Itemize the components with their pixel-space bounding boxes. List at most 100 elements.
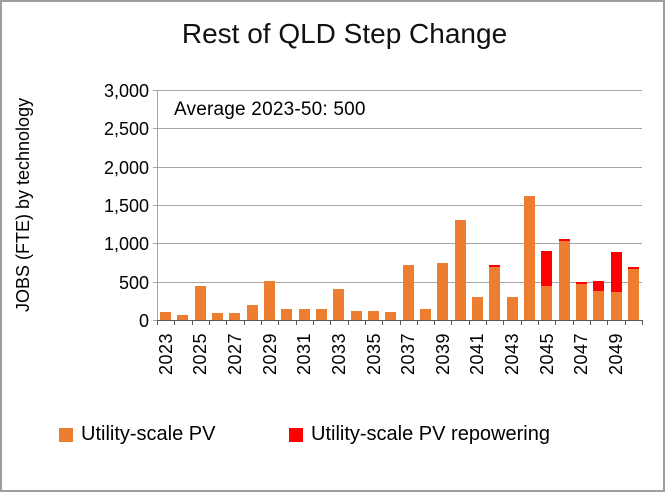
bar-segment-pv [212, 313, 224, 320]
x-axis-tick [382, 320, 384, 325]
bar-segment-pv [402, 264, 414, 320]
y-tick-label: 1,000 [103, 234, 149, 255]
x-axis-tick [520, 320, 522, 325]
bar-segment-pv [506, 297, 518, 320]
bar-segment-repowering [489, 264, 501, 268]
y-axis-tick [153, 166, 157, 168]
x-axis-tick [624, 320, 626, 325]
bar-segment-pv [489, 267, 501, 320]
gridline [157, 205, 642, 206]
bar-segment-pv [558, 241, 570, 320]
y-axis-line [157, 90, 158, 320]
x-axis-tick [347, 320, 349, 325]
bar-segment-pv [541, 285, 553, 320]
bar-segment-pv [246, 305, 258, 320]
x-axis-tick [486, 320, 488, 325]
legend-item: Utility-scale PV repowering [289, 423, 550, 446]
x-axis-tick [278, 320, 280, 325]
x-axis-tick [572, 320, 574, 325]
bar-segment-pv [437, 262, 449, 320]
x-axis-tick [642, 320, 643, 325]
y-axis-tick [153, 128, 157, 130]
bar-segment-pv [264, 280, 276, 320]
bar-segment-repowering [593, 280, 605, 291]
gridline [157, 166, 642, 168]
x-axis-tick [295, 320, 297, 325]
gridline [157, 128, 642, 130]
y-tick-label: 3,000 [103, 81, 149, 101]
y-tick-label: 1,500 [103, 196, 149, 216]
bar-segment-repowering [575, 282, 587, 285]
x-tick-label: 2043 [502, 333, 523, 376]
bar-segment-pv [523, 195, 535, 320]
x-axis-tick [191, 320, 193, 325]
legend-label: Utility-scale PV repowering [311, 423, 550, 445]
x-tick-label: 2041 [467, 333, 488, 376]
x-axis-tick [330, 320, 332, 325]
x-tick-label: 2027 [224, 333, 245, 376]
bar-segment-pv [368, 310, 380, 320]
gridline [157, 243, 642, 245]
bar-segment-pv [194, 285, 206, 320]
x-axis-tick [434, 320, 436, 325]
x-axis-tick [174, 320, 176, 325]
legend-item: Utility-scale PV [59, 423, 215, 446]
x-axis-tick [416, 320, 418, 325]
bar-segment-repowering [627, 267, 639, 269]
bar-segment-pv [350, 310, 362, 320]
y-axis-tick [153, 90, 157, 91]
bar-segment-pv [471, 297, 483, 320]
bar-segment-repowering [610, 251, 622, 292]
x-tick-label: 2029 [259, 333, 280, 376]
x-axis-tick [157, 320, 158, 325]
x-axis-tick [538, 320, 540, 325]
bar-segment-pv [298, 309, 310, 320]
bar-segment-repowering [541, 251, 553, 286]
bar-segment-pv [281, 309, 293, 320]
x-tick-label: 2049 [606, 333, 627, 376]
x-tick-label: 2031 [294, 333, 315, 376]
x-axis-tick [260, 320, 262, 325]
x-tick-label: 2045 [536, 333, 557, 376]
x-tick-label: 2035 [363, 333, 384, 376]
bar-segment-pv [610, 291, 622, 320]
x-axis-tick [226, 320, 228, 325]
y-axis-tick [153, 243, 157, 245]
x-axis-tick [451, 320, 453, 325]
x-tick-label: 2039 [432, 333, 453, 376]
bar-segment-pv [627, 269, 639, 320]
bar-segment-pv [419, 309, 431, 320]
x-tick-label: 2033 [328, 333, 349, 376]
average-annotation: Average 2023-50: 500 [174, 99, 366, 120]
gridline [157, 281, 642, 283]
legend: Utility-scale PV Utility-scale PV repower… [2, 423, 663, 453]
x-axis-tick [607, 320, 609, 325]
bar-segment-pv [385, 312, 397, 320]
x-axis-tick [312, 320, 314, 325]
bar-segment-pv [160, 312, 172, 320]
bar-segment-pv [454, 220, 466, 320]
y-axis-tick [153, 205, 157, 206]
x-axis-tick [208, 320, 210, 325]
bar-segment-pv [229, 313, 241, 320]
y-tick-label: 2,500 [103, 119, 149, 140]
legend-swatch-repowering [289, 427, 303, 442]
x-tick-label: 2025 [190, 333, 211, 376]
chart-title: Rest of QLD Step Change [181, 18, 508, 49]
bar-segment-pv [575, 284, 587, 320]
x-axis-tick [503, 320, 505, 325]
bar-segment-pv [316, 309, 328, 320]
bar-segment-pv [177, 315, 189, 320]
y-axis-title: JOBS (FTE) by technology [13, 97, 33, 313]
y-tick-label: 0 [138, 311, 149, 331]
x-tick-label: 2023 [155, 333, 176, 376]
y-tick-label: 2,000 [103, 157, 149, 178]
x-axis-tick [243, 320, 245, 325]
x-tick-label: 2047 [571, 333, 592, 376]
x-axis-tick [364, 320, 366, 325]
y-axis-tick [153, 320, 157, 321]
bar-segment-pv [593, 290, 605, 320]
x-axis-tick [468, 320, 470, 325]
bar-segment-repowering [558, 239, 570, 242]
